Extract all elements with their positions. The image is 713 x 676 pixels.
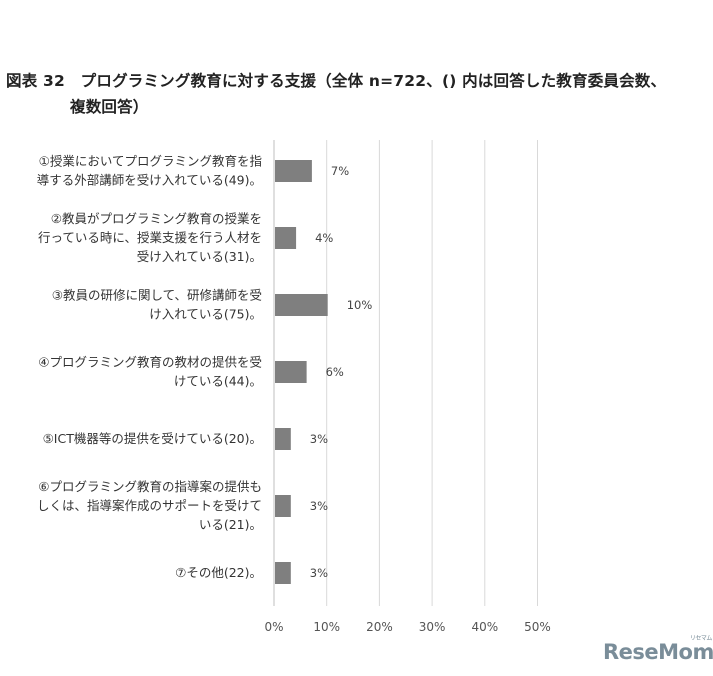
chart-title-line2: 複数回答） bbox=[70, 98, 149, 116]
value-label-7: 3% bbox=[310, 566, 328, 580]
category-label-7: ⑦その他(22)。 bbox=[175, 565, 262, 580]
bar-4 bbox=[275, 361, 307, 383]
x-tick-label-30: 30% bbox=[419, 620, 446, 634]
resemom-logo: ReseMom リセマム bbox=[603, 635, 713, 664]
x-tick-labels: 0% 10% 20% 30% 40% 50% bbox=[264, 620, 550, 634]
value-label-5: 3% bbox=[310, 432, 328, 446]
category-labels: ①授業においてプログラミング教育を指導する外部講師を受け入れている(49)。 ②教… bbox=[37, 154, 262, 581]
category-label-1: ①授業においてプログラミング教育を指導する外部講師を受け入れている(49)。 bbox=[37, 154, 262, 188]
logo-kana: リセマム bbox=[689, 635, 713, 642]
x-tick-label-0: 0% bbox=[264, 620, 283, 634]
bar-3 bbox=[275, 294, 328, 316]
category-label-5: ⑤ICT機器等の提供を受けている(20)。 bbox=[43, 431, 262, 446]
x-tick-label-10: 10% bbox=[313, 620, 340, 634]
bar-6 bbox=[275, 495, 291, 517]
value-label-6: 3% bbox=[310, 499, 328, 513]
category-label-4: ④プログラミング教育の教材の提供を受けている(44)。 bbox=[38, 355, 262, 389]
value-label-1: 7% bbox=[331, 164, 349, 178]
x-tick-label-40: 40% bbox=[471, 620, 498, 634]
bar-7 bbox=[275, 562, 291, 584]
bar-1 bbox=[275, 160, 312, 182]
chart-title: 図表 32 プログラミング教育に対する支援（全体 n=722、() 内は回答した… bbox=[6, 68, 706, 120]
bar-5 bbox=[275, 428, 291, 450]
value-labels: 7% 4% 10% 6% 3% 3% 3% bbox=[310, 164, 373, 580]
value-label-4: 6% bbox=[326, 365, 344, 379]
chart-title-line1: 図表 32 プログラミング教育に対する支援（全体 n=722、() 内は回答した… bbox=[6, 72, 667, 90]
x-tick-label-50: 50% bbox=[524, 620, 551, 634]
category-label-2: ②教員がプログラミング教育の授業を行っている時に、授業支援を行う人材を受け入れて… bbox=[38, 211, 262, 264]
bar-2 bbox=[275, 227, 297, 249]
bars bbox=[275, 160, 328, 584]
value-label-3: 10% bbox=[347, 298, 373, 312]
category-label-3: ③教員の研修に関して、研修講師を受け入れている(75)。 bbox=[52, 288, 262, 322]
x-tick-label-20: 20% bbox=[366, 620, 393, 634]
value-label-2: 4% bbox=[315, 231, 333, 245]
logo-text: ReseMom bbox=[603, 640, 713, 664]
gridlines bbox=[273, 140, 538, 606]
category-label-6: ⑥プログラミング教育の指導案の提供もしくは、指導案作成のサポートを受けている(2… bbox=[37, 479, 262, 532]
